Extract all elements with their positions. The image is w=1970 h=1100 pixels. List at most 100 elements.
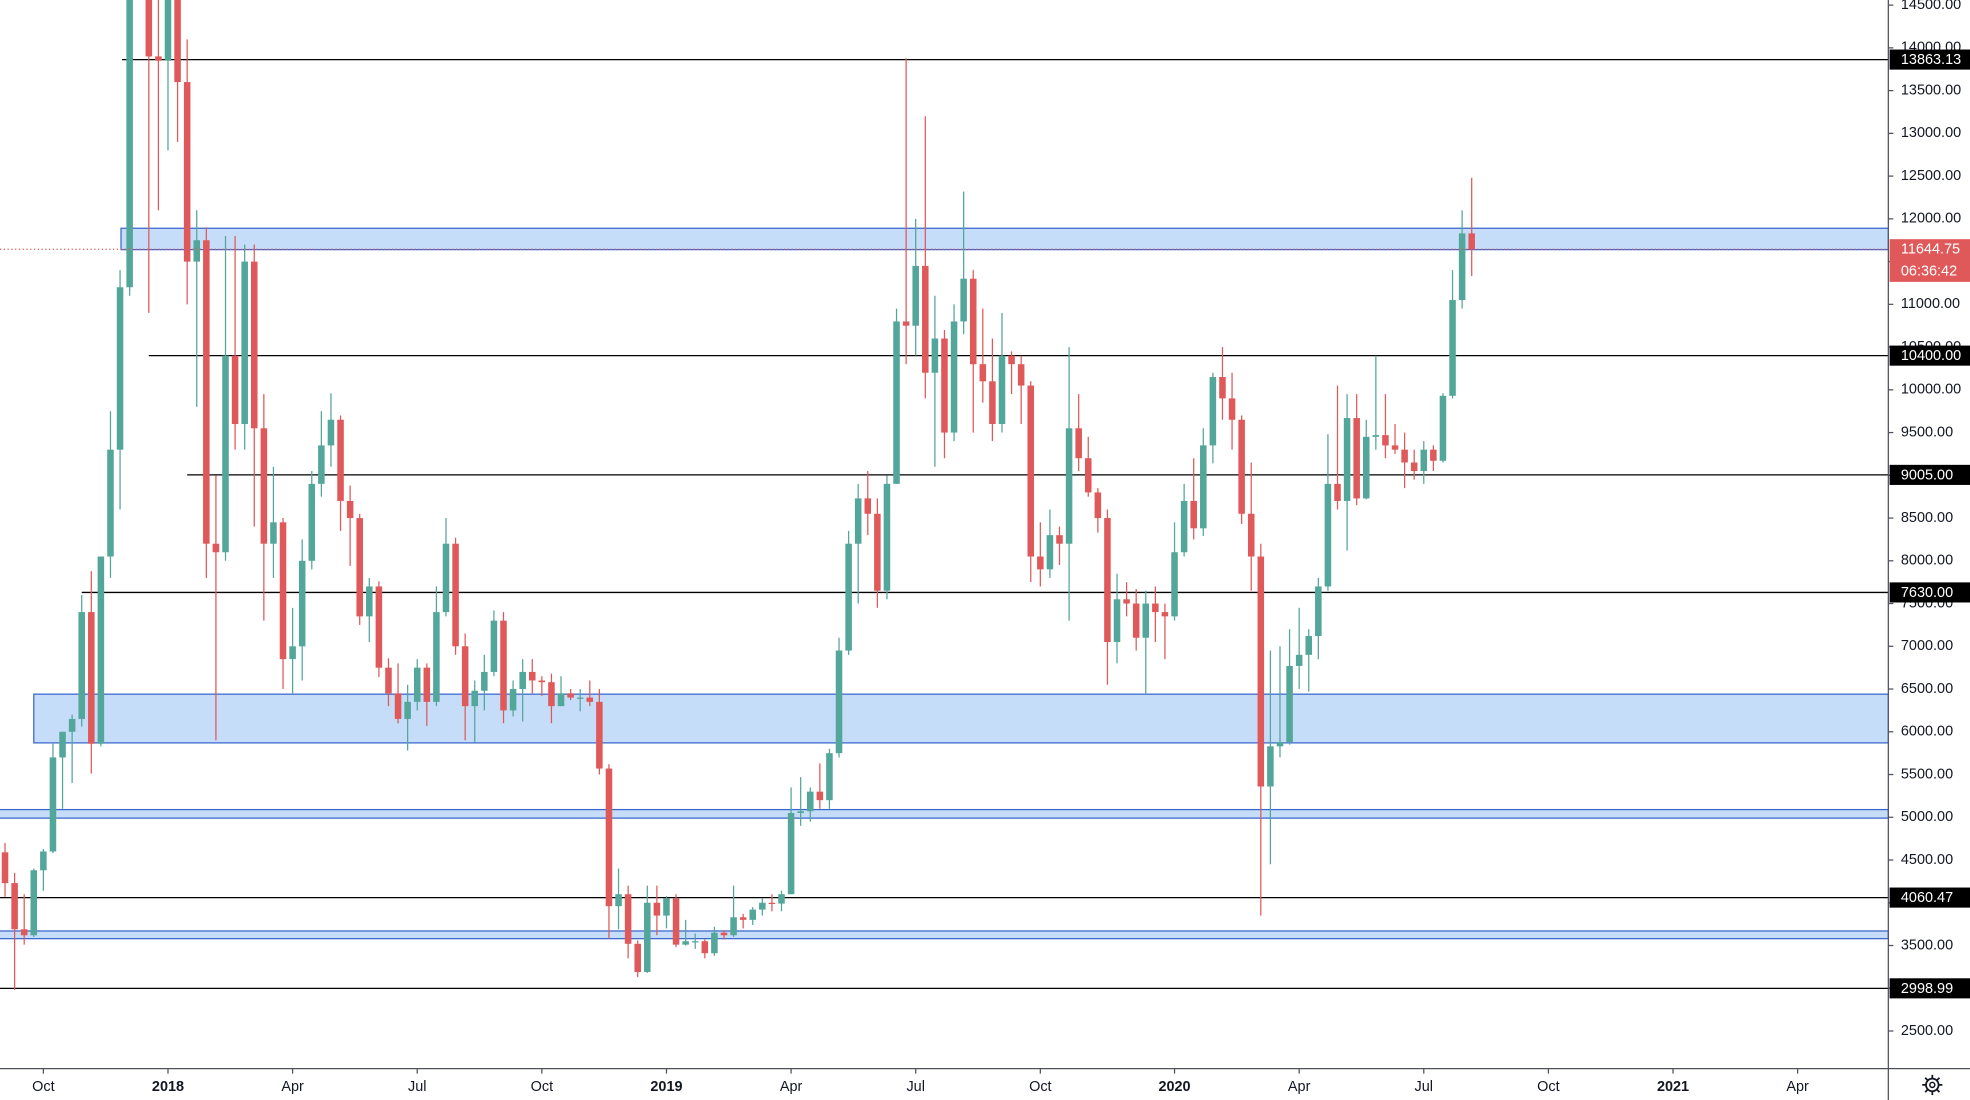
candle-body [720,932,728,936]
candle-body [902,321,910,326]
candle-body [404,701,411,719]
candle-body [1362,436,1370,499]
candle-body [576,697,584,699]
candle-body [116,287,124,450]
last-price-label: 11644.75 [1901,242,1960,258]
candle-body [279,522,287,660]
candle-body [1238,419,1245,514]
y-tick-label: 2500.00 [1901,1023,1953,1039]
settings-icon[interactable] [1922,1074,1943,1095]
candle-body [337,419,344,501]
candle-body [1200,445,1207,529]
candle-body [212,543,220,553]
candle-body [778,894,785,904]
level-label-box [1889,464,1970,485]
last-price-box [1889,239,1970,282]
candle-body [605,768,613,907]
x-tick-label: Oct [1537,1079,1559,1095]
candle-body [126,0,133,288]
candle-body [250,261,258,429]
candle-body [854,498,862,544]
candle-body [452,543,459,647]
candle-body [289,646,296,660]
candle-body [1113,599,1121,643]
candle-body [318,445,325,484]
candle-body [845,543,852,651]
level-label: 13863.13 [1901,52,1961,68]
candle-body [231,355,239,425]
candle-body [663,898,670,916]
candle-body [1065,428,1073,544]
candle-body [797,811,804,813]
zone [0,930,1889,940]
y-tick-label: 12500.00 [1901,168,1961,184]
candle-body [701,941,709,954]
candle-body [1180,500,1188,553]
candle-body [979,364,987,382]
candle-body [1017,364,1025,386]
candle-body [931,338,939,373]
candle-body [672,898,680,945]
candle-body [749,909,757,920]
candle-body [826,753,833,801]
candle-body [490,620,498,672]
candle-body [586,697,594,702]
candle-body [1353,418,1360,499]
candle-body [1267,746,1274,787]
candle-body [739,917,747,920]
candle-body [989,381,996,425]
candle-body [11,883,18,930]
candle-body [596,701,603,769]
candle-body [442,543,450,613]
candle-body [1161,612,1169,617]
level-label: 10400.00 [1901,348,1961,364]
candle-body [461,646,469,707]
candle-body [500,620,507,711]
x-tick-label: 2020 [1158,1079,1190,1095]
y-tick-label: 6000.00 [1901,724,1953,740]
candle-body [922,265,929,373]
candle-body [519,671,526,690]
candle-body [883,483,891,591]
candle-body [164,0,172,61]
candle-body [413,667,421,702]
candle-body [644,902,651,973]
candle-body [78,612,85,719]
candle-body [1401,449,1408,463]
candle-body [59,731,66,758]
candle-body [1046,535,1054,570]
y-tick-label: 7000.00 [1901,638,1953,654]
x-tick-label: Oct [1029,1079,1051,1095]
y-tick-label: 5500.00 [1901,766,1953,782]
candle-body [1334,483,1341,501]
y-tick-label: 12000.00 [1901,211,1961,227]
y-tick-label: 14500.00 [1901,0,1961,13]
y-tick-label: 10000.00 [1901,382,1961,398]
candle-body [1458,233,1466,301]
candle-body [394,693,402,719]
x-tick-label: 2021 [1657,1079,1689,1095]
candle-body [1209,377,1217,446]
candle-body [155,56,162,61]
y-tick-label: 8500.00 [1901,510,1953,526]
candle-body [538,680,546,683]
candle-body [806,791,814,812]
candle-body [730,917,737,936]
y-tick-label: 5000.00 [1901,809,1953,825]
candle-body [816,791,824,801]
candle-body [471,690,479,707]
candle-body [193,240,201,262]
candle-body [1324,483,1332,587]
candle-body [1027,385,1035,557]
candle-body [260,428,268,544]
candle-body [1056,535,1063,544]
candle-body [1305,636,1313,655]
level-label-box [1889,345,1970,366]
candle-body [615,894,622,907]
candle-body [1247,513,1255,557]
x-tick-label: 2018 [152,1079,184,1095]
candle-body [20,929,28,936]
candle-body [1132,603,1140,638]
x-tick-label: Jul [906,1079,924,1095]
